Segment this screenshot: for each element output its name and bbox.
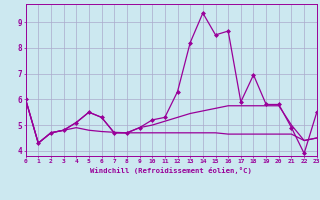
X-axis label: Windchill (Refroidissement éolien,°C): Windchill (Refroidissement éolien,°C) bbox=[90, 167, 252, 174]
